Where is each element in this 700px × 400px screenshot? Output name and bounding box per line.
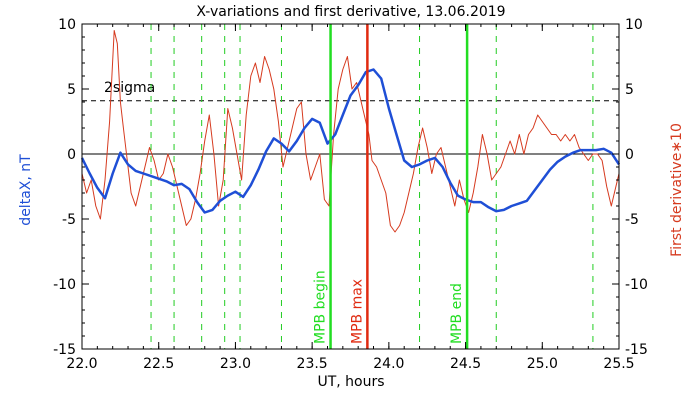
x-axis-label: UT, hours bbox=[317, 374, 384, 390]
x-tick-label: 23.5 bbox=[297, 356, 328, 372]
derivative-series-line bbox=[81, 30, 620, 233]
x-tick-label: 24.5 bbox=[450, 356, 481, 372]
y-tick-label-right: 10 bbox=[625, 17, 643, 33]
plot-frame bbox=[81, 23, 620, 350]
x-tick-label: 23.0 bbox=[220, 356, 251, 372]
y-tick-label-left: 10 bbox=[58, 17, 76, 33]
y-tick-label-right: -15 bbox=[625, 342, 648, 358]
marker-label: MPB max bbox=[349, 279, 365, 344]
y-tick-label-left: 0 bbox=[67, 147, 76, 163]
y-tick-label-left: 5 bbox=[67, 82, 76, 98]
sigma-label: 2sigma bbox=[104, 80, 155, 96]
left-y-axis-label: deltaX, nT bbox=[18, 154, 34, 226]
x-tick-label: 25.5 bbox=[603, 356, 634, 372]
x-tick-label: 22.5 bbox=[143, 356, 174, 372]
y-tick-label-right: 0 bbox=[625, 147, 634, 163]
x-tick-label: 24.0 bbox=[373, 356, 404, 372]
deltax-series-line bbox=[80, 68, 621, 214]
y-tick-label-right: -5 bbox=[625, 212, 639, 228]
x-tick-label: 22.0 bbox=[66, 356, 97, 372]
y-tick-label-right: 5 bbox=[625, 82, 634, 98]
chart-title: X-variations and first derivative, 13.06… bbox=[196, 4, 505, 20]
right-y-axis-label: First derivative∗10 bbox=[669, 123, 685, 257]
y-tick-label-left: -5 bbox=[62, 212, 76, 228]
y-tick-label-left: -15 bbox=[53, 342, 76, 358]
marker-label: MPB begin bbox=[313, 270, 329, 344]
x-tick-label: 25.0 bbox=[527, 356, 558, 372]
marker-label: MPB end bbox=[449, 283, 465, 344]
y-tick-label-right: -10 bbox=[625, 277, 648, 293]
y-tick-label-left: -10 bbox=[53, 277, 76, 293]
plot-area: MPB begin MPB max MPB end 22.0 22.5 23.0 23.5 2… bbox=[53, 17, 648, 372]
